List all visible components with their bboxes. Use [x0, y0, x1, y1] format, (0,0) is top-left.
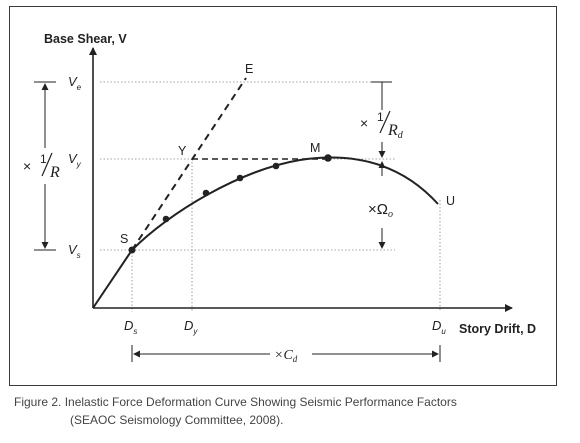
tick-vs: Vs: [68, 242, 81, 260]
label-y: Y: [178, 144, 187, 158]
label-u: U: [446, 194, 455, 208]
tick-ds: Ds: [124, 318, 137, 336]
curve-point: [272, 162, 280, 170]
caption-line-1: Figure 2. Inelastic Force Deformation Cu…: [14, 395, 457, 409]
rd-factor-label: × 1 Rd: [360, 110, 404, 141]
curve-point: [236, 174, 244, 182]
r-factor-label: × 1 R: [23, 152, 60, 181]
label-s: S: [120, 232, 128, 246]
r-factor-bracket: [34, 81, 56, 251]
omega-factor-label: ×Ωo: [368, 201, 393, 220]
curve-point: [202, 189, 210, 197]
figure-frame: [9, 6, 557, 386]
svg-text:1: 1: [40, 152, 47, 166]
label-m: M: [310, 141, 320, 155]
tick-dy: Dy: [184, 318, 198, 336]
svg-text:R: R: [49, 164, 60, 181]
curve-point: [162, 215, 170, 223]
figure-caption: Figure 2. Inelastic Force Deformation Cu…: [14, 393, 457, 429]
x-axis-label: Story Drift, D: [459, 322, 536, 336]
tick-vy: Vy: [68, 151, 82, 169]
tick-ve: Ve: [68, 74, 82, 92]
svg-text:×: ×: [23, 158, 31, 174]
cd-factor-label: ×Cd: [274, 348, 298, 364]
curve-points: [128, 154, 332, 254]
tick-du: Du: [432, 318, 446, 336]
rd-factor-bracket: [371, 81, 392, 158]
guide-lines: [100, 81, 441, 312]
capacity-curve: [92, 156, 439, 309]
point-m: [324, 154, 332, 162]
svg-text:×: ×: [360, 115, 368, 131]
y-axis-label: Base Shear, V: [44, 32, 127, 46]
point-s: [128, 246, 136, 254]
caption-line-2: (SEAOC Seismology Committee, 2008).: [70, 413, 284, 427]
elastic-line: [131, 77, 247, 251]
svg-text:1: 1: [377, 110, 384, 124]
cd-dimension: [131, 345, 441, 362]
svg-text:Rd: Rd: [387, 122, 404, 141]
label-e: E: [245, 62, 253, 76]
